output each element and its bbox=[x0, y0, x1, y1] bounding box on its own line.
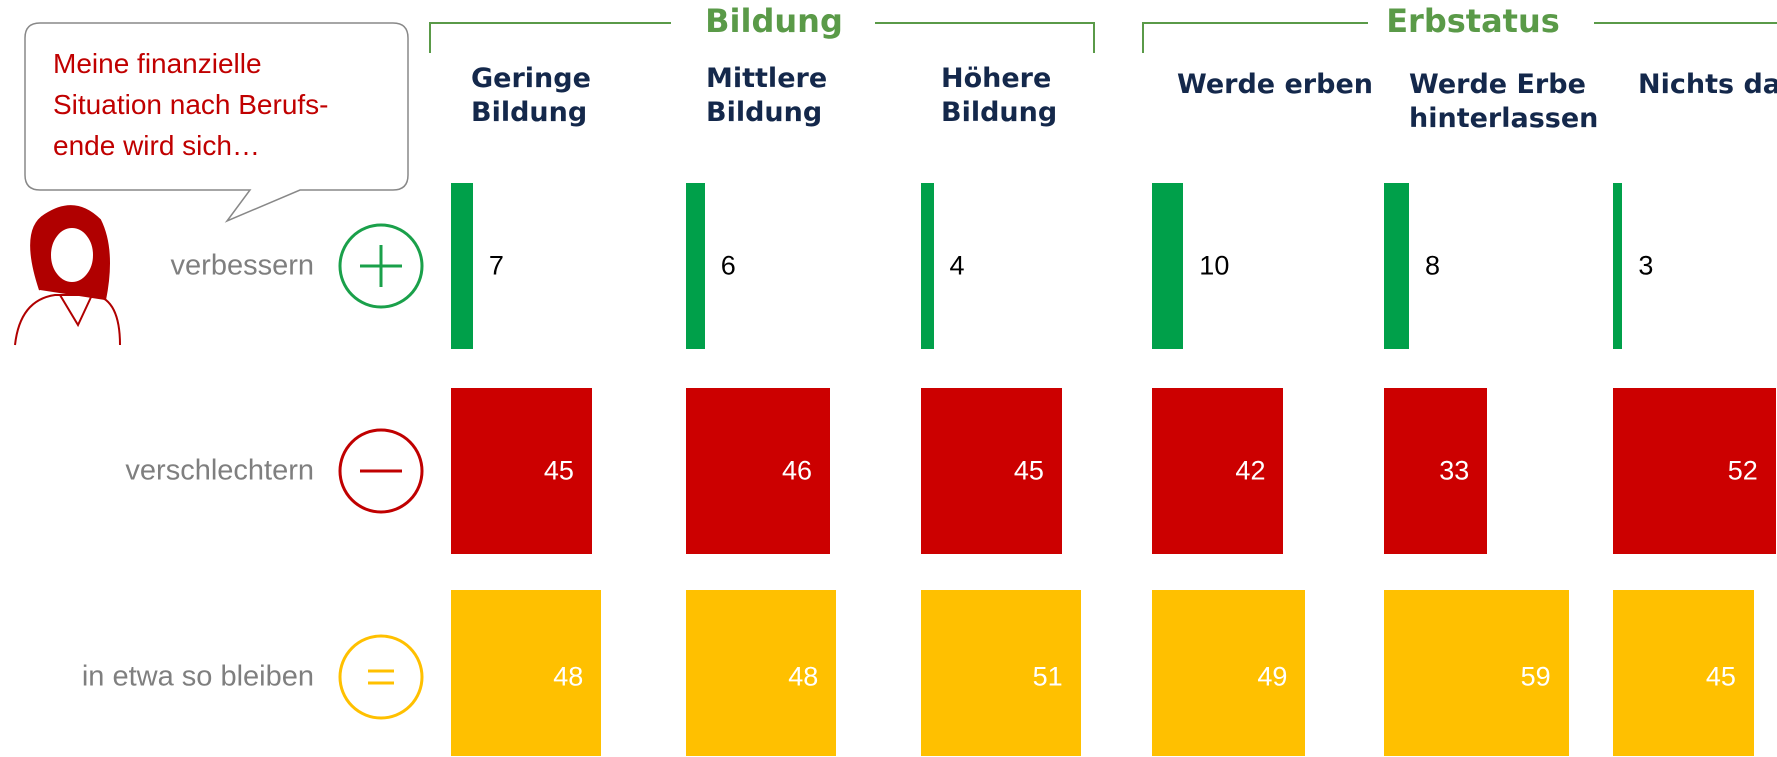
value-label: 49 bbox=[1257, 662, 1287, 693]
bubble-text: ende wird sich… bbox=[53, 130, 260, 162]
value-label: 48 bbox=[553, 662, 583, 693]
column-header: Nichts davon bbox=[1638, 68, 1777, 102]
value-label: 46 bbox=[782, 456, 812, 487]
column-header: Werde erben bbox=[1177, 68, 1377, 102]
group-title: Bildung bbox=[705, 2, 843, 40]
value-label: 45 bbox=[1014, 456, 1044, 487]
bubble-text: Situation nach Berufs- bbox=[53, 89, 329, 121]
value-label: 8 bbox=[1425, 251, 1440, 282]
group-title: Erbstatus bbox=[1386, 2, 1560, 40]
value-label: 45 bbox=[544, 456, 574, 487]
group-brackets bbox=[430, 23, 1777, 53]
value-label: 10 bbox=[1199, 251, 1229, 282]
icon-minus bbox=[340, 430, 422, 512]
column-header: Werde Erbe hinterlassen bbox=[1409, 68, 1609, 136]
row-label: in etwa so bleiben bbox=[14, 661, 314, 694]
value-label: 4 bbox=[950, 251, 965, 282]
row-label: verschlechtern bbox=[14, 455, 314, 488]
value-label: 6 bbox=[721, 251, 736, 282]
bar bbox=[1152, 183, 1183, 349]
bar bbox=[921, 183, 934, 349]
icon-equal bbox=[340, 636, 422, 718]
bar bbox=[1613, 183, 1622, 349]
value-label: 59 bbox=[1521, 662, 1551, 693]
row-label: verbessern bbox=[14, 250, 314, 283]
bar bbox=[451, 183, 473, 349]
icon-plus bbox=[340, 225, 422, 307]
bar bbox=[1384, 183, 1409, 349]
column-header: Höhere Bildung bbox=[941, 62, 1141, 130]
value-label: 3 bbox=[1638, 251, 1653, 282]
bar bbox=[1384, 388, 1487, 554]
column-header: Geringe Bildung bbox=[471, 62, 671, 130]
value-label: 51 bbox=[1033, 662, 1063, 693]
bubble-text: Meine finanzielle bbox=[53, 48, 262, 80]
value-label: 52 bbox=[1728, 456, 1758, 487]
bar bbox=[686, 183, 705, 349]
value-label: 7 bbox=[489, 251, 504, 282]
value-label: 42 bbox=[1235, 456, 1265, 487]
value-label: 48 bbox=[788, 662, 818, 693]
infographic: Meine finanzielle Situation nach Berufs-e… bbox=[0, 0, 1777, 757]
value-label: 33 bbox=[1439, 456, 1469, 487]
value-label: 45 bbox=[1706, 662, 1736, 693]
column-header: Mittlere Bildung bbox=[706, 62, 906, 130]
